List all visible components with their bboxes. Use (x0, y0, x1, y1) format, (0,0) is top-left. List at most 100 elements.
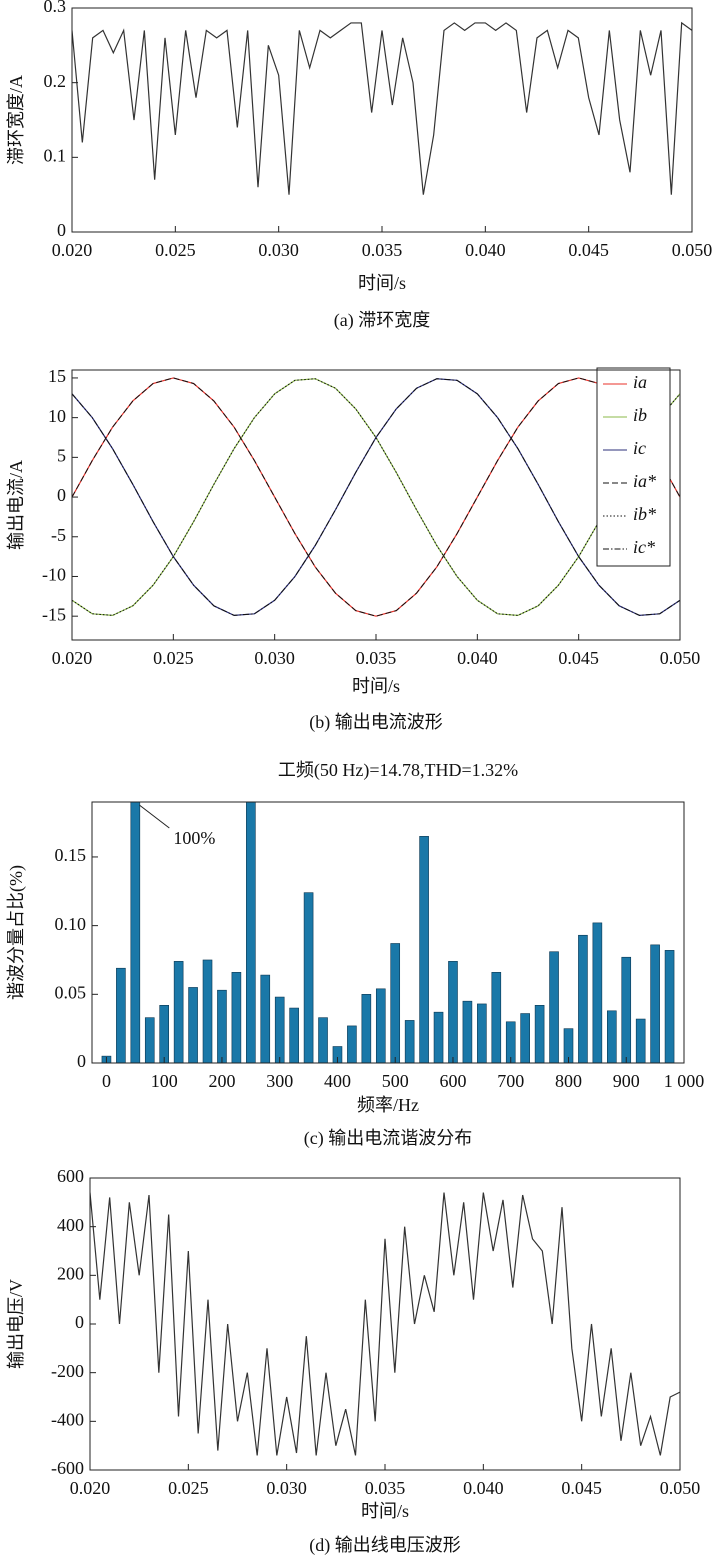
annotation-leader (139, 804, 170, 829)
y-tick-label: -10 (42, 565, 66, 585)
y-tick-label: 10 (48, 406, 66, 426)
axes-frame (71, 7, 693, 233)
y-tick-label: 200 (57, 1263, 84, 1283)
x-tick-label: 0.035 (356, 648, 397, 668)
x-tick-label: 0.020 (52, 240, 93, 260)
bar (505, 1021, 516, 1063)
legend-label: ic* (633, 537, 655, 557)
x-tick-label: 0.035 (362, 240, 403, 260)
bar (477, 1003, 487, 1063)
x-tick-label: 0.025 (153, 648, 194, 668)
bar (231, 972, 242, 1063)
bar (664, 950, 675, 1063)
x-axis-label: 时间/s (352, 676, 400, 696)
bar (274, 996, 285, 1063)
bar (650, 944, 660, 1063)
x-tick-label: 0.045 (561, 1478, 602, 1498)
y-tick-label: 0 (57, 220, 66, 240)
x-tick-label: 400 (324, 1071, 351, 1091)
bar (491, 972, 502, 1063)
y-tick-label: 0 (57, 485, 66, 505)
y-tick-label: -15 (42, 604, 66, 624)
caption: (d) 输出线电压波形 (309, 1535, 461, 1556)
y-tick-label: 0.10 (55, 914, 87, 934)
y-axis-label: 滞环宽度/A (6, 75, 26, 165)
x-tick-label: 600 (439, 1071, 466, 1091)
bar (361, 994, 372, 1063)
x-tick-label: 0.050 (660, 648, 701, 668)
y-tick-label: -5 (51, 525, 66, 545)
y-tick-label: -600 (51, 1458, 84, 1478)
bar (520, 1013, 530, 1063)
x-tick-label: 0.030 (258, 240, 299, 260)
annotation: 100% (173, 828, 215, 848)
legend-label: ia* (633, 471, 656, 491)
x-axis-label: 频率/Hz (357, 1095, 419, 1115)
chart-title: 工频(50 Hz)=14.78,THD=1.32% (278, 760, 518, 781)
bar (419, 836, 429, 1063)
caption: (b) 输出电流波形 (309, 712, 443, 733)
x-tick-label: 0.050 (660, 1478, 701, 1498)
bar (202, 959, 213, 1063)
bar (188, 987, 198, 1063)
bar (578, 934, 588, 1063)
legend-label: ib* (633, 504, 656, 524)
x-tick-label: 100 (151, 1071, 178, 1091)
bar (303, 892, 314, 1063)
axes-frame (91, 801, 685, 1064)
bar (144, 1017, 155, 1063)
bar (433, 1011, 444, 1063)
bar (116, 967, 126, 1063)
x-tick-label: 0.050 (672, 240, 712, 260)
x-tick-label: 0.030 (254, 648, 295, 668)
plot-area (101, 802, 675, 1063)
plot-area (72, 377, 680, 617)
bar (635, 1018, 646, 1063)
y-tick-label: -200 (51, 1361, 84, 1381)
x-tick-label: 0.035 (365, 1478, 406, 1498)
x-tick-label: 0.040 (457, 648, 498, 668)
y-tick-label: 0.3 (44, 0, 67, 16)
series-line (72, 378, 680, 616)
y-tick-label: 0.05 (55, 982, 87, 1002)
plot-area (72, 21, 692, 195)
axes-frame (71, 369, 681, 641)
x-tick-label: 800 (555, 1071, 582, 1091)
y-axis-label: 谐波分量占比(%) (6, 865, 27, 1000)
x-tick-label: 0.030 (266, 1478, 307, 1498)
bar (260, 974, 271, 1063)
x-tick-label: 700 (497, 1071, 524, 1091)
legend-label: ia (633, 372, 647, 392)
series-line (72, 21, 692, 195)
x-tick-label: 0.025 (155, 240, 196, 260)
bar (289, 1007, 299, 1063)
x-tick-label: 0.045 (568, 240, 609, 260)
x-tick-label: 0.045 (558, 648, 599, 668)
x-axis-label: 时间/s (358, 273, 406, 293)
y-tick-label: 0.15 (55, 845, 87, 865)
bar (159, 1005, 169, 1063)
bar (347, 1025, 357, 1063)
series-line (72, 378, 680, 616)
bar (217, 989, 227, 1063)
x-tick-label: 0.040 (465, 240, 506, 260)
legend-box (596, 367, 671, 567)
caption: (a) 滞环宽度 (334, 310, 430, 331)
bar (130, 802, 141, 1063)
legend-label: ic (633, 438, 646, 458)
caption: (c) 输出电流谐波分布 (304, 1128, 472, 1149)
bar (448, 961, 458, 1063)
y-axis-label: 输出电压/V (6, 1279, 26, 1369)
y-tick-label: 0.2 (44, 71, 67, 91)
series-line (90, 1192, 680, 1456)
bar (592, 922, 603, 1063)
bar (246, 802, 256, 1063)
y-tick-label: 400 (57, 1215, 84, 1235)
plot-area (90, 1192, 680, 1456)
bar (534, 1005, 545, 1063)
x-tick-label: 0.020 (52, 648, 93, 668)
series-line (72, 378, 680, 616)
y-tick-label: 600 (57, 1166, 84, 1186)
